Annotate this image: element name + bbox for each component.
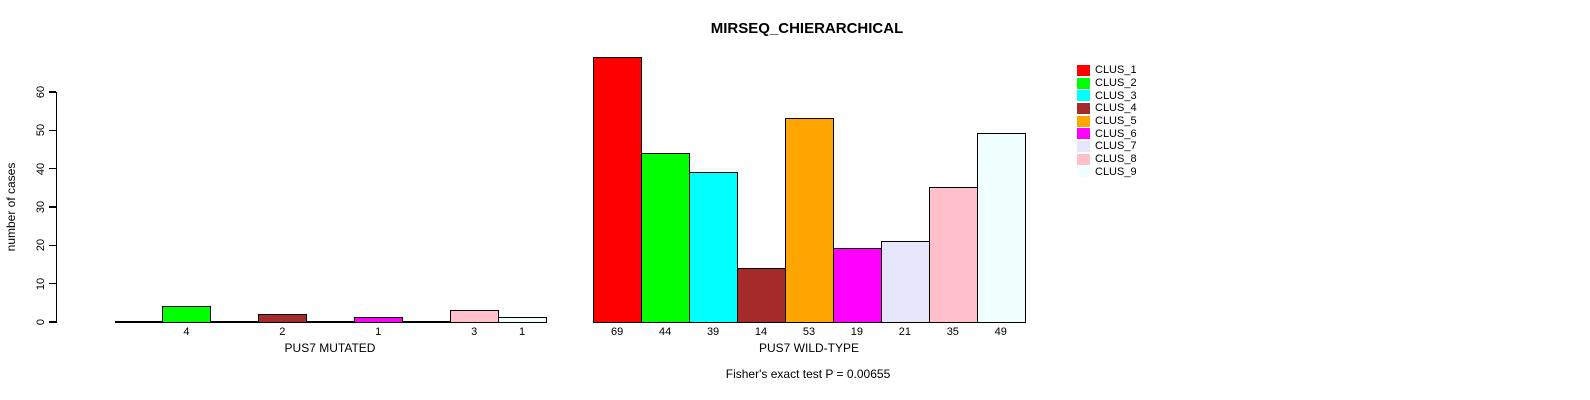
chart-title: MIRSEQ_CHIERARCHICAL bbox=[710, 20, 904, 37]
bar-value-label: 39 bbox=[706, 325, 720, 338]
legend-swatch-CLUS_7 bbox=[1077, 140, 1090, 152]
legend-swatch-CLUS_5 bbox=[1077, 115, 1090, 127]
bar-CLUS_9 bbox=[976, 133, 1026, 323]
x-axis-label-wildtype: PUS7 WILD-TYPE bbox=[758, 341, 860, 355]
y-tick-label: 10 bbox=[35, 277, 47, 290]
y-tick-label: 60 bbox=[35, 85, 47, 99]
bar-CLUS_2 bbox=[162, 305, 212, 323]
legend-label: CLUS_4 bbox=[1095, 102, 1137, 115]
bar-value-label: 3 bbox=[471, 325, 478, 338]
bar-CLUS_6 bbox=[832, 248, 882, 323]
y-tick bbox=[49, 91, 56, 93]
y-tick bbox=[49, 244, 56, 247]
bar-CLUS_1 bbox=[593, 56, 643, 323]
y-tick-label: 0 bbox=[35, 318, 47, 326]
legend-label: CLUS_7 bbox=[1095, 140, 1137, 153]
bar-CLUS_8 bbox=[928, 187, 978, 323]
bar-CLUS_3 bbox=[689, 171, 739, 323]
bar-value-label: 1 bbox=[375, 325, 382, 338]
y-axis-line bbox=[56, 92, 58, 323]
x-baseline bbox=[114, 321, 548, 323]
bar-value-label: 4 bbox=[183, 325, 190, 338]
legend-item-CLUS_7: CLUS_7 bbox=[1077, 140, 1137, 153]
y-tick-label: 40 bbox=[35, 162, 47, 175]
bar-value-label: 14 bbox=[754, 325, 768, 338]
y-tick bbox=[49, 129, 56, 132]
fisher-test-footnote: Fisher's exact test P = 0.00655 bbox=[725, 367, 891, 381]
bar-CLUS_4 bbox=[258, 313, 308, 323]
bar-value-label: 44 bbox=[659, 325, 672, 338]
legend-swatch-CLUS_1 bbox=[1077, 64, 1090, 76]
bar-CLUS_4 bbox=[737, 267, 786, 323]
y-tick bbox=[49, 167, 56, 170]
bar-value-label: 19 bbox=[850, 325, 864, 338]
bar-CLUS_9 bbox=[498, 317, 548, 323]
legend-item-CLUS_8: CLUS_8 bbox=[1077, 153, 1137, 166]
bar-value-label: 53 bbox=[802, 325, 816, 338]
y-axis-label: number of cases bbox=[4, 162, 18, 252]
legend-item-CLUS_6: CLUS_6 bbox=[1077, 127, 1137, 140]
legend-item-CLUS_4: CLUS_4 bbox=[1077, 102, 1137, 115]
legend-label: CLUS_3 bbox=[1095, 89, 1137, 102]
legend-swatch-CLUS_4 bbox=[1077, 102, 1090, 114]
legend-swatch-CLUS_3 bbox=[1077, 90, 1090, 102]
legend-swatch-CLUS_8 bbox=[1077, 153, 1090, 165]
bar-value-label: 2 bbox=[279, 325, 286, 338]
bar-CLUS_2 bbox=[641, 152, 691, 323]
x-axis-label-mutated: PUS7 MUTATED bbox=[284, 341, 376, 355]
bar-CLUS_6 bbox=[354, 317, 404, 323]
legend-swatch-CLUS_9 bbox=[1077, 166, 1090, 178]
y-tick bbox=[49, 206, 56, 208]
legend-item-CLUS_2: CLUS_2 bbox=[1077, 77, 1137, 90]
bar-CLUS_7 bbox=[880, 240, 930, 323]
legend-label: CLUS_6 bbox=[1095, 127, 1137, 140]
legend-swatch-CLUS_2 bbox=[1077, 77, 1090, 89]
y-tick-label: 30 bbox=[35, 200, 47, 214]
bar-value-label: 21 bbox=[898, 325, 911, 338]
legend-label: CLUS_9 bbox=[1095, 165, 1137, 178]
legend: CLUS_1 CLUS_2 CLUS_3 CLUS_4 CLUS_5 CLUS_6 CLUS… bbox=[1077, 64, 1137, 178]
legend-item-CLUS_1: CLUS_1 bbox=[1077, 64, 1137, 77]
y-tick-label: 50 bbox=[35, 124, 47, 137]
y-tick bbox=[49, 282, 56, 285]
bar-CLUS_8 bbox=[450, 309, 500, 323]
bar-value-label: 69 bbox=[611, 325, 624, 338]
legend-swatch-CLUS_6 bbox=[1077, 128, 1090, 140]
legend-label: CLUS_8 bbox=[1095, 153, 1137, 166]
bar-value-label: 1 bbox=[519, 325, 526, 338]
legend-label: CLUS_2 bbox=[1095, 77, 1137, 90]
bar-value-label: 49 bbox=[994, 325, 1007, 338]
bar-CLUS_5 bbox=[785, 118, 834, 323]
legend-label: CLUS_5 bbox=[1095, 115, 1137, 128]
legend-item-CLUS_5: CLUS_5 bbox=[1077, 115, 1137, 128]
bar-value-label: 35 bbox=[946, 325, 959, 338]
y-tick-label: 20 bbox=[35, 239, 47, 252]
legend-label: CLUS_1 bbox=[1095, 64, 1137, 77]
y-tick bbox=[49, 321, 56, 323]
legend-item-CLUS_3: CLUS_3 bbox=[1077, 89, 1137, 102]
legend-item-CLUS_9: CLUS_9 bbox=[1077, 166, 1137, 179]
